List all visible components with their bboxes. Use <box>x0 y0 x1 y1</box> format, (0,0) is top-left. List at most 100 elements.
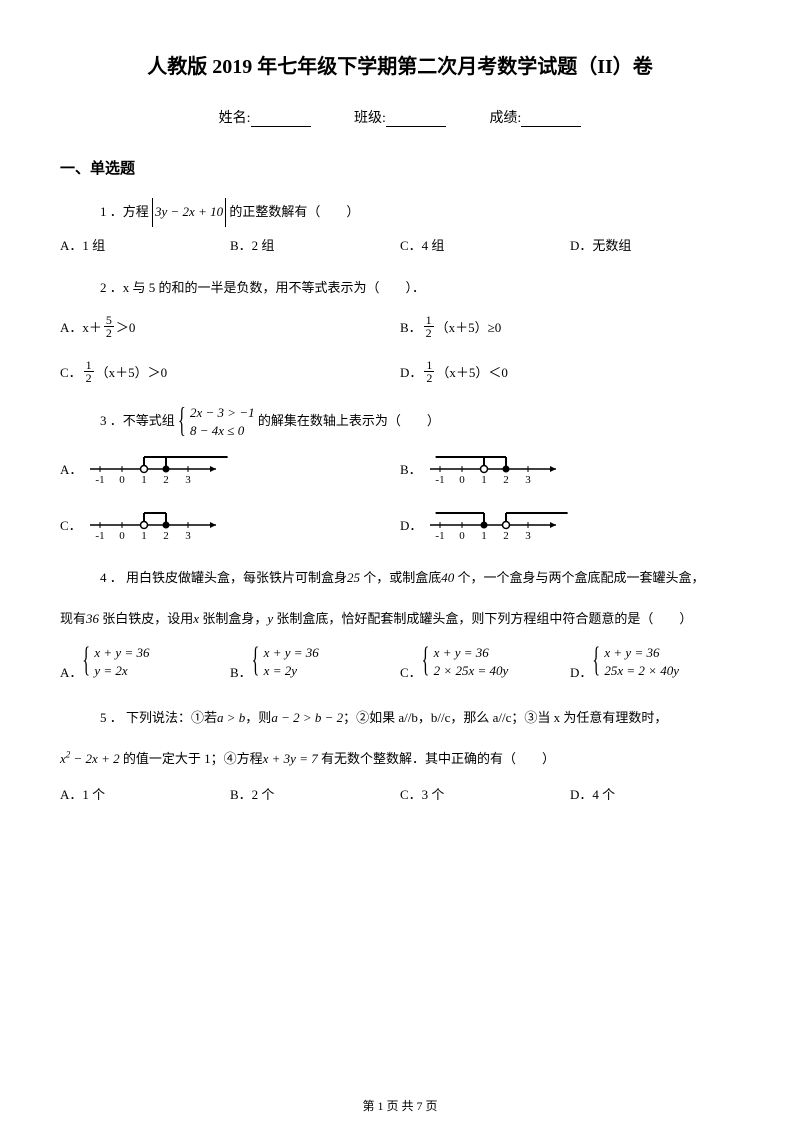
q3-row1: A． -1 0 1 2 3 B． -1 0 1 2 3 <box>60 449 740 489</box>
q5-B: B．2 个 <box>230 784 400 803</box>
q4-l2b: 36 <box>86 611 99 626</box>
q3-A-label: A． <box>60 459 82 478</box>
numberline-A: -1 0 1 2 3 <box>88 449 228 489</box>
q4-D: D． x + y = 3625x = 2 × 40y <box>570 644 740 680</box>
q4-B-label: B． <box>230 662 252 681</box>
q3-B: B． -10123 <box>400 449 740 489</box>
svg-text:0: 0 <box>120 474 126 486</box>
numberline-B: -10123 <box>428 449 568 489</box>
svg-text:1: 1 <box>141 530 147 542</box>
q2-B-frac: 12 <box>424 314 434 339</box>
svg-text:3: 3 <box>525 474 531 486</box>
q4-C1: x + y = 36 <box>434 644 509 662</box>
q3: 3 ．不等式组 2x − 3 > −1 8 − 4x ≤ 0 的解集在数轴上表示… <box>60 404 740 440</box>
q2-D: D． 12 （x＋5）＜0 <box>400 359 740 384</box>
svg-text:-1: -1 <box>95 530 104 542</box>
q4-C-label: C． <box>400 662 422 681</box>
q2-B-den: 2 <box>424 327 434 339</box>
q1-B: B．2 组 <box>230 235 400 254</box>
page-title: 人教版 2019 年七年级下学期第二次月考数学试题（II）卷 <box>60 50 740 79</box>
q5-l1a: 5 ． 下列说法：①若 <box>100 710 217 725</box>
q5-C: C．3 个 <box>400 784 570 803</box>
svg-text:0: 0 <box>460 530 466 542</box>
q4-A1: x + y = 36 <box>94 644 149 662</box>
q5-l2e: 有无数个整数解．其中正确的有（ ） <box>318 751 555 766</box>
q1-A: A．1 组 <box>60 235 230 254</box>
q1-C: C．4 组 <box>400 235 570 254</box>
q1-expr: 3y − 2x + 10 <box>152 198 226 227</box>
q2-D-den: 2 <box>424 372 434 384</box>
q1-choices: A．1 组 B．2 组 C．4 组 D．无数组 <box>60 235 740 254</box>
svg-text:-1: -1 <box>96 474 105 486</box>
q5-l1d: a − 2 > b − 2 <box>271 710 343 725</box>
page-footer: 第 1 页 共 7 页 <box>0 1097 800 1114</box>
header-fields: 姓名: 班级: 成绩: <box>60 107 740 127</box>
q3-C: C． -1 0 1 2 3 <box>60 505 400 545</box>
q4-A2: y = 2x <box>94 662 149 680</box>
q4-l2: 现有36 张白铁皮，设用x 张制盒身，y 张制盒底，恰好配套制成罐头盒，则下列方… <box>60 602 740 636</box>
q4-l2a: 现有 <box>60 611 86 626</box>
class-blank <box>386 113 446 127</box>
svg-text:2: 2 <box>503 474 509 486</box>
q1-D: D．无数组 <box>570 235 740 254</box>
q3-B-label: B． <box>400 459 422 478</box>
q2-C-den: 2 <box>84 372 94 384</box>
q2-A: A．x＋ 52 ＞0 <box>60 314 400 339</box>
score-label: 成绩: <box>489 111 521 126</box>
svg-text:2: 2 <box>164 474 170 486</box>
q2-C-post: （x＋5）＞0 <box>96 362 168 381</box>
q3-line2: 8 − 4x ≤ 0 <box>190 422 255 440</box>
q2-choices-2: C． 12 （x＋5）＞0 D． 12 （x＋5）＜0 <box>60 359 740 384</box>
q3-row2: C． -1 0 1 2 3 D． -1 0 1 2 3 <box>60 505 740 545</box>
q4-l1d: 40 <box>441 570 454 585</box>
q4-l1c: 个，或制盒底 <box>360 570 441 585</box>
q3-A: A． -1 0 1 2 3 <box>60 449 400 489</box>
q5-l1e: ；②如果 a//b，b//c，那么 a//c；③当 x 为任意有理数时， <box>343 710 667 725</box>
q4-B1: x + y = 36 <box>264 644 319 662</box>
q2-A-pre: A．x＋ <box>60 317 102 336</box>
q2-A-den: 2 <box>104 327 114 339</box>
q3-C-label: C． <box>60 515 82 534</box>
svg-text:1: 1 <box>142 474 148 486</box>
q2-B-post: （x＋5）≥0 <box>436 317 502 336</box>
svg-text:0: 0 <box>459 474 465 486</box>
name-blank <box>251 113 311 127</box>
q4-C: C． x + y = 362 × 25x = 40y <box>400 644 570 680</box>
q3-D: D． -10123 <box>400 505 740 545</box>
q2-A-frac: 52 <box>104 314 114 339</box>
section-header: 一、单选题 <box>60 157 740 178</box>
q5-l2b: − 2x + 2 <box>70 751 119 766</box>
q2-choices-1: A．x＋ 52 ＞0 B． 12 （x＋5）≥0 <box>60 314 740 339</box>
q4-C-sys: x + y = 362 × 25x = 40y <box>422 644 509 680</box>
q2-D-post: （x＋5）＜0 <box>436 362 508 381</box>
q5-A: A．1 个 <box>60 784 230 803</box>
svg-text:0: 0 <box>119 530 125 542</box>
q2-A-post: ＞0 <box>116 317 136 336</box>
q4-A-sys: x + y = 36y = 2x <box>82 644 149 680</box>
q4-A: A． x + y = 36y = 2x <box>60 644 230 680</box>
q3-D-label: D． <box>400 515 422 534</box>
q3-prefix: 3 ．不等式组 <box>100 413 175 428</box>
svg-text:3: 3 <box>186 474 192 486</box>
q4-B2: x = 2y <box>264 662 319 680</box>
svg-text:1: 1 <box>482 530 488 542</box>
svg-text:2: 2 <box>163 530 169 542</box>
q5-l2d: x + 3y = 7 <box>263 751 318 766</box>
numberline-D: -10123 <box>428 505 568 545</box>
q2-B-pre: B． <box>400 317 422 336</box>
q4-l2e: 张制盒身， <box>199 611 267 626</box>
svg-text:-1: -1 <box>435 474 444 486</box>
q5: 5 ． 下列说法：①若a > b，则a − 2 > b − 2；②如果 a//b… <box>60 701 740 735</box>
q2-B: B． 12 （x＋5）≥0 <box>400 314 740 339</box>
q4-A-label: A． <box>60 662 82 681</box>
q1-prefix: 1 ．方程 <box>100 204 149 219</box>
q4-B-sys: x + y = 36x = 2y <box>252 644 319 680</box>
svg-text:3: 3 <box>185 530 191 542</box>
q2: 2 ．x 与 5 的和的一半是负数，用不等式表示为（ ）． <box>60 274 740 303</box>
svg-text:2: 2 <box>504 530 510 542</box>
q4: 4 ． 用白铁皮做罐头盒，每张铁片可制盒身25 个，或制盒底40 个，一个盒身与… <box>60 561 740 595</box>
q4-D-sys: x + y = 3625x = 2 × 40y <box>592 644 679 680</box>
q3-system: 2x − 3 > −1 8 − 4x ≤ 0 <box>178 404 255 440</box>
q5-choices: A．1 个 B．2 个 C．3 个 D．4 个 <box>60 784 740 803</box>
q4-D1: x + y = 36 <box>604 644 679 662</box>
